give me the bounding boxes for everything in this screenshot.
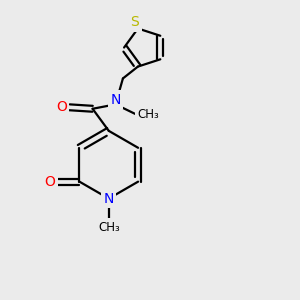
Text: CH₃: CH₃ (137, 108, 159, 121)
Text: O: O (45, 175, 56, 189)
Text: CH₃: CH₃ (98, 220, 120, 234)
Text: S: S (130, 15, 140, 29)
Text: N: N (110, 93, 121, 107)
Text: O: O (56, 100, 67, 114)
Text: N: N (103, 192, 114, 206)
